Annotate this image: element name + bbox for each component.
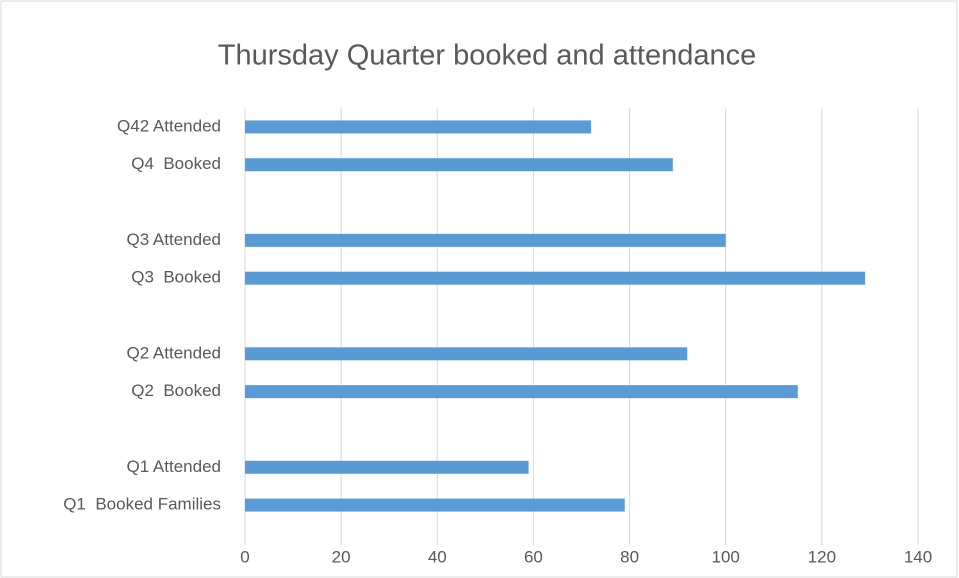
x-tick-label: 0	[240, 547, 249, 566]
x-tick-label: 60	[524, 547, 543, 566]
x-tick-label: 100	[712, 547, 740, 566]
bar	[245, 271, 866, 285]
y-tick-label: Q3 Attended	[126, 230, 221, 249]
x-tick-label: 140	[904, 547, 932, 566]
x-tick-label: 20	[332, 547, 351, 566]
y-tick-label: Q3 Booked	[131, 268, 221, 287]
y-tick-label: Q2 Attended	[126, 343, 221, 362]
chart-title: Thursday Quarter booked and attendance	[218, 40, 756, 72]
bar	[245, 158, 673, 172]
x-tick-label: 120	[808, 547, 836, 566]
bar	[245, 385, 798, 399]
bar	[245, 498, 625, 512]
y-tick-label: Q1 Attended	[126, 457, 221, 476]
x-tick-label: 40	[428, 547, 447, 566]
bar	[245, 233, 726, 247]
y-tick-label: Q4 Booked	[131, 154, 221, 173]
x-tick-label: 80	[620, 547, 639, 566]
bar	[245, 120, 592, 134]
y-tick-label: Q2 Booked	[131, 381, 221, 400]
bar	[245, 460, 529, 474]
y-tick-label: Q42 Attended	[117, 116, 221, 135]
y-tick-label: Q1 Booked Families	[63, 495, 221, 514]
bar	[245, 347, 688, 361]
